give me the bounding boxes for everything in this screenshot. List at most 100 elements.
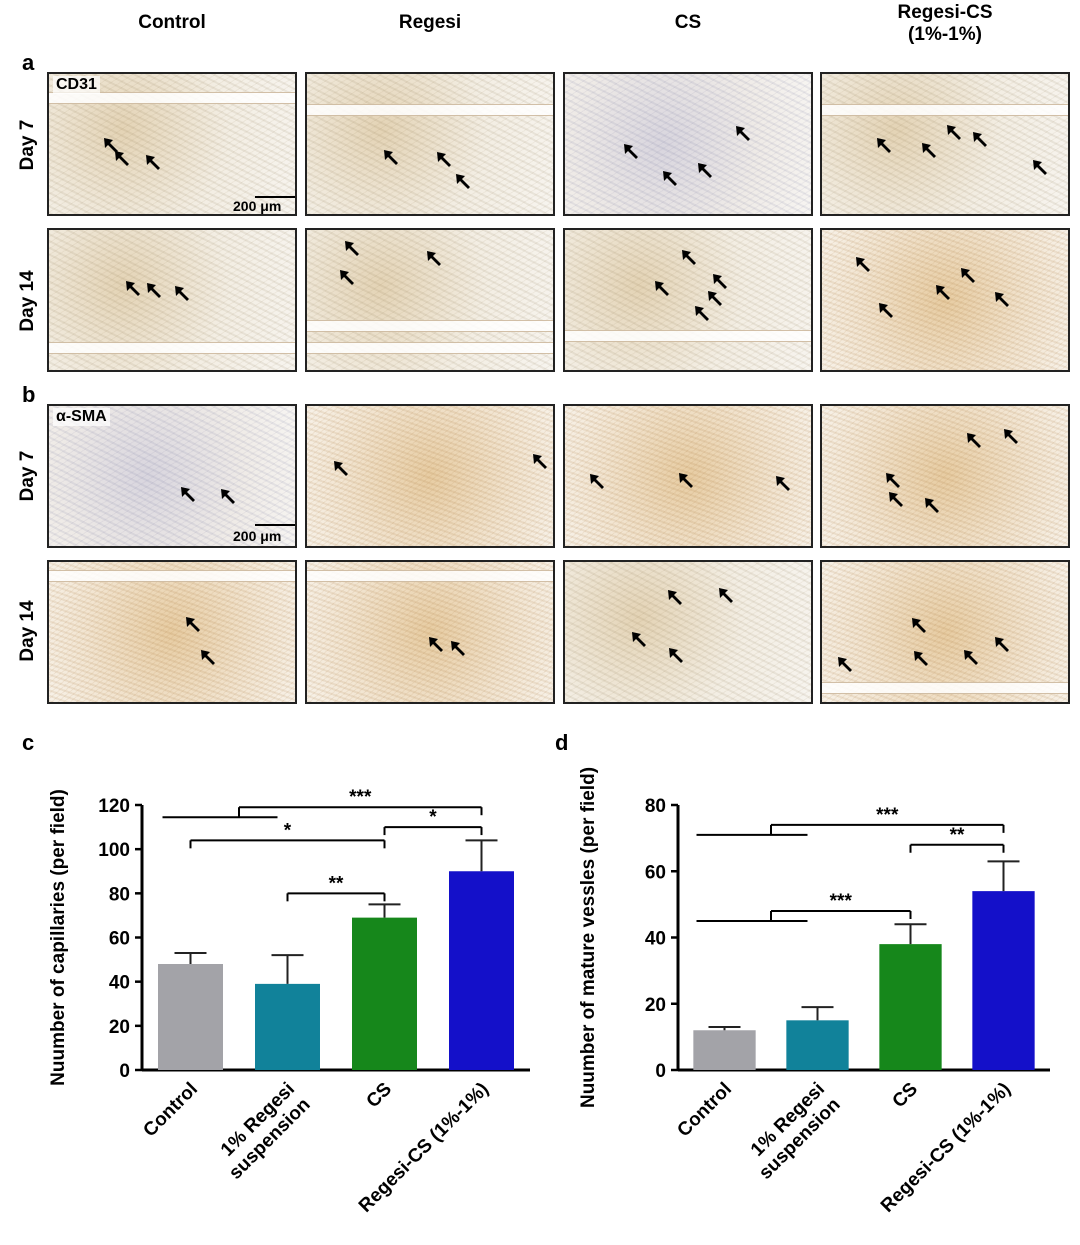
marker-label-asma: α-SMA <box>53 408 110 426</box>
y-tick-label: 40 <box>109 973 130 994</box>
arrow-icon <box>879 303 893 318</box>
significance-label: * <box>284 820 292 841</box>
arrow-icon <box>126 281 140 296</box>
arrow-icon <box>922 143 936 158</box>
arrow-icon <box>429 637 443 652</box>
arrow-icon <box>698 163 712 178</box>
arrow-icon <box>776 476 790 491</box>
bar <box>972 891 1035 1070</box>
arrow-icon <box>147 283 161 298</box>
y-tick-label: 60 <box>645 862 666 883</box>
y-tick-label: 80 <box>109 884 130 905</box>
x-tick-label-line: CS <box>363 1079 397 1113</box>
arrow-icon <box>590 474 604 489</box>
x-tick-label-line: Control <box>139 1079 202 1142</box>
panel-label-a: a <box>22 50 35 75</box>
panel-label-d: d <box>555 730 569 755</box>
marker-label-cd31: CD31 <box>53 76 100 94</box>
arrow-icon <box>877 138 891 153</box>
y-axis-label: Nuumber of mature vessles (per field) <box>578 767 599 1108</box>
arrow-icon <box>533 454 547 469</box>
scale-bar-label: 200 μm <box>233 198 282 214</box>
arrow-icon <box>669 648 683 663</box>
micrograph-asma-day7-regesi <box>305 404 555 548</box>
y-tick-label: 80 <box>645 796 666 817</box>
scale-bar <box>255 524 295 526</box>
arrow-icon <box>663 171 677 186</box>
arrow-icon <box>1033 160 1047 175</box>
arrow-icon <box>713 274 727 289</box>
arrow-icon <box>146 155 160 170</box>
arrow-icon <box>1004 429 1018 444</box>
arrow-icon <box>925 498 939 513</box>
micrograph-cd31-day14-regesi-cs <box>820 228 1070 372</box>
arrow-icon <box>668 590 682 605</box>
significance-label: *** <box>830 891 853 912</box>
arrow-icon <box>889 492 903 507</box>
arrow-icon <box>838 657 852 672</box>
micrograph-cd31-day7-regesi-cs <box>820 72 1070 216</box>
bar <box>449 871 514 1070</box>
y-tick-label: 20 <box>109 1017 130 1038</box>
y-tick-label: 40 <box>645 929 666 950</box>
bar <box>786 1020 849 1070</box>
arrow-icon <box>914 651 928 666</box>
arrow-icon <box>964 650 978 665</box>
scale-bar <box>255 196 295 198</box>
x-tick-label: 1% Regesisuspension <box>740 1079 845 1184</box>
arrow-icon <box>995 637 1009 652</box>
y-tick-label: 20 <box>645 995 666 1016</box>
arrow-icon <box>104 138 118 153</box>
arrow-icon <box>708 291 722 306</box>
arrow-icon <box>947 125 961 140</box>
column-header-cs: CS <box>674 12 702 33</box>
bar-chart-mature-vessels: 0 20 40 60 80 Nuumber of mature vessles (per … <box>578 767 1050 1217</box>
arrow-icon <box>456 174 470 189</box>
bar <box>879 944 942 1070</box>
x-tick-label: 1% Regesisuspension <box>210 1079 315 1184</box>
bar-chart-capillaries: 0 20 40 60 80 100 120 Nuumber of capillaries (p… <box>48 787 530 1217</box>
arrow-icon <box>181 487 195 502</box>
column-header-regesi: Regesi <box>398 12 462 33</box>
x-tick-label: Control <box>673 1079 736 1142</box>
arrow-icon <box>340 270 354 285</box>
arrow-icon <box>175 286 189 301</box>
arrow-icon <box>624 144 638 159</box>
arrow-icon <box>345 241 359 256</box>
y-tick-label: 0 <box>119 1061 130 1082</box>
significance-label: * <box>429 807 437 828</box>
arrow-icon <box>936 285 950 300</box>
x-tick-label-line: CS <box>889 1079 923 1113</box>
arrow-icon <box>186 617 200 632</box>
bar <box>352 917 417 1070</box>
arrow-icon <box>695 306 709 321</box>
arrow-icon <box>632 632 646 647</box>
arrow-icon <box>719 588 733 603</box>
micrograph-asma-day14-regesi-cs <box>820 560 1070 704</box>
arrow-icon <box>886 473 900 488</box>
significance-label: ** <box>950 825 965 846</box>
arrow-overlay <box>104 125 1047 672</box>
arrow-icon <box>384 150 398 165</box>
micrograph-cd31-day7-control: CD31 200 μm <box>47 72 297 216</box>
y-tick-label: 120 <box>98 796 130 817</box>
panel-label-c: c <box>22 730 35 755</box>
y-tick-label: 0 <box>655 1061 666 1082</box>
micrograph-cd31-day7-cs <box>563 72 813 216</box>
y-axis-label: Nuumber of capillaries (per field) <box>48 789 69 1086</box>
bar <box>255 983 320 1070</box>
arrow-icon <box>736 126 750 141</box>
arrow-icon <box>682 250 696 265</box>
micrograph-asma-day14-control <box>47 560 297 704</box>
column-header-control: Control <box>138 12 206 33</box>
micrograph-asma-day7-cs <box>563 404 813 548</box>
arrow-icon <box>451 641 465 656</box>
bar <box>693 1030 756 1070</box>
arrow-icon <box>115 151 129 166</box>
arrow-icon <box>961 268 975 283</box>
arrow-icon <box>427 251 441 266</box>
micrograph-cd31-day7-regesi <box>305 72 555 216</box>
x-tick-label-line: Control <box>673 1079 736 1142</box>
arrow-icon <box>221 489 235 504</box>
significance-label: ** <box>329 873 344 894</box>
